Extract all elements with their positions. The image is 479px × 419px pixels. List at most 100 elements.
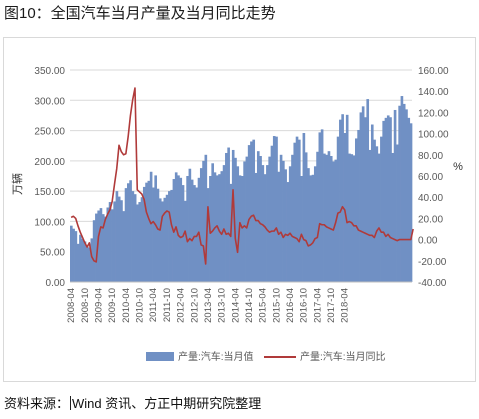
y-tick-label-right: 140.00 [418, 87, 449, 98]
production-bar [206, 188, 210, 282]
production-bar [101, 214, 105, 282]
y-tick-label-right: 40.00 [418, 193, 443, 204]
production-bar [76, 243, 80, 282]
production-bar [83, 241, 87, 282]
production-bar [92, 220, 96, 282]
production-bar [70, 225, 73, 282]
y-tick-label-left: 0.00 [46, 278, 66, 289]
x-tick-label: 2014-04 [230, 288, 241, 323]
production-bar [120, 200, 123, 282]
x-tick-label: 2010-10 [135, 288, 146, 323]
production-bar [122, 211, 126, 282]
production-bar [325, 154, 328, 282]
production-bar [113, 201, 116, 282]
production-bar [241, 176, 244, 282]
x-tick-label: 2009-10 [107, 288, 118, 323]
production-bar [111, 209, 114, 282]
production-bar [184, 200, 187, 282]
x-tick-label: 2016-04 [285, 288, 296, 323]
production-bar [225, 152, 228, 282]
legend-swatch-production [146, 352, 174, 361]
text-cursor [70, 396, 72, 410]
production-bar [375, 146, 379, 282]
y-tick-label-right: -20.00 [418, 257, 447, 268]
production-bar [268, 156, 271, 282]
x-tick-label: 2010-04 [121, 288, 132, 323]
production-bar [218, 174, 221, 282]
production-bar [304, 152, 308, 282]
production-bar [117, 196, 121, 282]
production-bar [272, 136, 276, 282]
production-bar [165, 194, 169, 282]
production-bar [256, 151, 260, 282]
production-bar [245, 156, 249, 282]
production-bar [243, 161, 246, 282]
y-tick-label-right: 0.00 [418, 236, 438, 247]
y-tick-label-right: 160.00 [418, 66, 449, 77]
y-tick-label-right: 100.00 [418, 130, 449, 141]
production-bar [252, 139, 256, 282]
production-bar [190, 179, 194, 282]
production-bar [90, 238, 94, 282]
x-tick-label: 2013-04 [203, 288, 214, 323]
production-bar [129, 180, 132, 282]
production-bar [133, 194, 137, 282]
x-tick-label: 2015-04 [258, 288, 269, 323]
production-bar [72, 228, 75, 282]
y-tick-label-right: 80.00 [418, 151, 443, 162]
x-tick-label: 2008-10 [80, 288, 91, 323]
production-bar [407, 117, 411, 282]
production-bar [320, 129, 324, 282]
x-tick-label: 2016-10 [299, 288, 310, 323]
y-tick-label-left: 250.00 [34, 127, 65, 138]
figure-title: 图10：全国汽车当月产量及当月同比走势 [4, 5, 276, 22]
legend: 产量:汽车:当月值 产量:汽车:当月同比 [146, 350, 386, 363]
production-bar [261, 165, 265, 282]
production-bar [366, 99, 370, 283]
production-bar [231, 149, 235, 282]
production-bar [275, 136, 278, 282]
production-bar [350, 154, 354, 282]
y-tick-label-left: 350.00 [34, 66, 65, 77]
production-bar [85, 246, 89, 282]
production-bar [391, 152, 395, 282]
production-bar [193, 185, 196, 282]
yoy-line-layer [70, 87, 414, 265]
production-bar [370, 124, 374, 282]
production-bar [284, 169, 287, 282]
production-bar [149, 171, 153, 282]
production-bar [127, 183, 130, 282]
production-bar [79, 234, 82, 282]
production-bar [250, 141, 253, 282]
y-tick-label-right: 120.00 [418, 108, 449, 119]
x-tick-label: 2012-10 [189, 288, 200, 323]
production-bar [339, 119, 342, 282]
production-bar [368, 149, 372, 282]
production-bar [398, 105, 401, 282]
x-tick-label: 2017-10 [326, 288, 337, 323]
production-bar [270, 145, 274, 282]
production-bar [154, 175, 157, 282]
production-bar [402, 103, 406, 282]
production-bar [377, 153, 381, 282]
production-bar [327, 151, 331, 282]
x-tick-label: 2017-04 [312, 288, 323, 323]
x-tick-label: 2011-10 [162, 288, 173, 322]
production-bar [295, 136, 299, 282]
production-bar [188, 168, 192, 282]
y-tick-label-right: -40.00 [418, 278, 447, 289]
production-bar [215, 175, 219, 282]
production-bar [156, 188, 160, 282]
production-bar [300, 176, 303, 282]
production-bar [291, 154, 294, 282]
production-bar [145, 182, 148, 282]
production-bar [247, 145, 251, 282]
x-tick-label: 2008-04 [66, 288, 77, 323]
production-bar [386, 115, 390, 282]
production-bar [254, 172, 258, 282]
production-bar [279, 154, 283, 282]
production-bar [302, 132, 306, 282]
y-tick-label-left: 100.00 [34, 217, 65, 228]
production-bar [95, 213, 98, 282]
